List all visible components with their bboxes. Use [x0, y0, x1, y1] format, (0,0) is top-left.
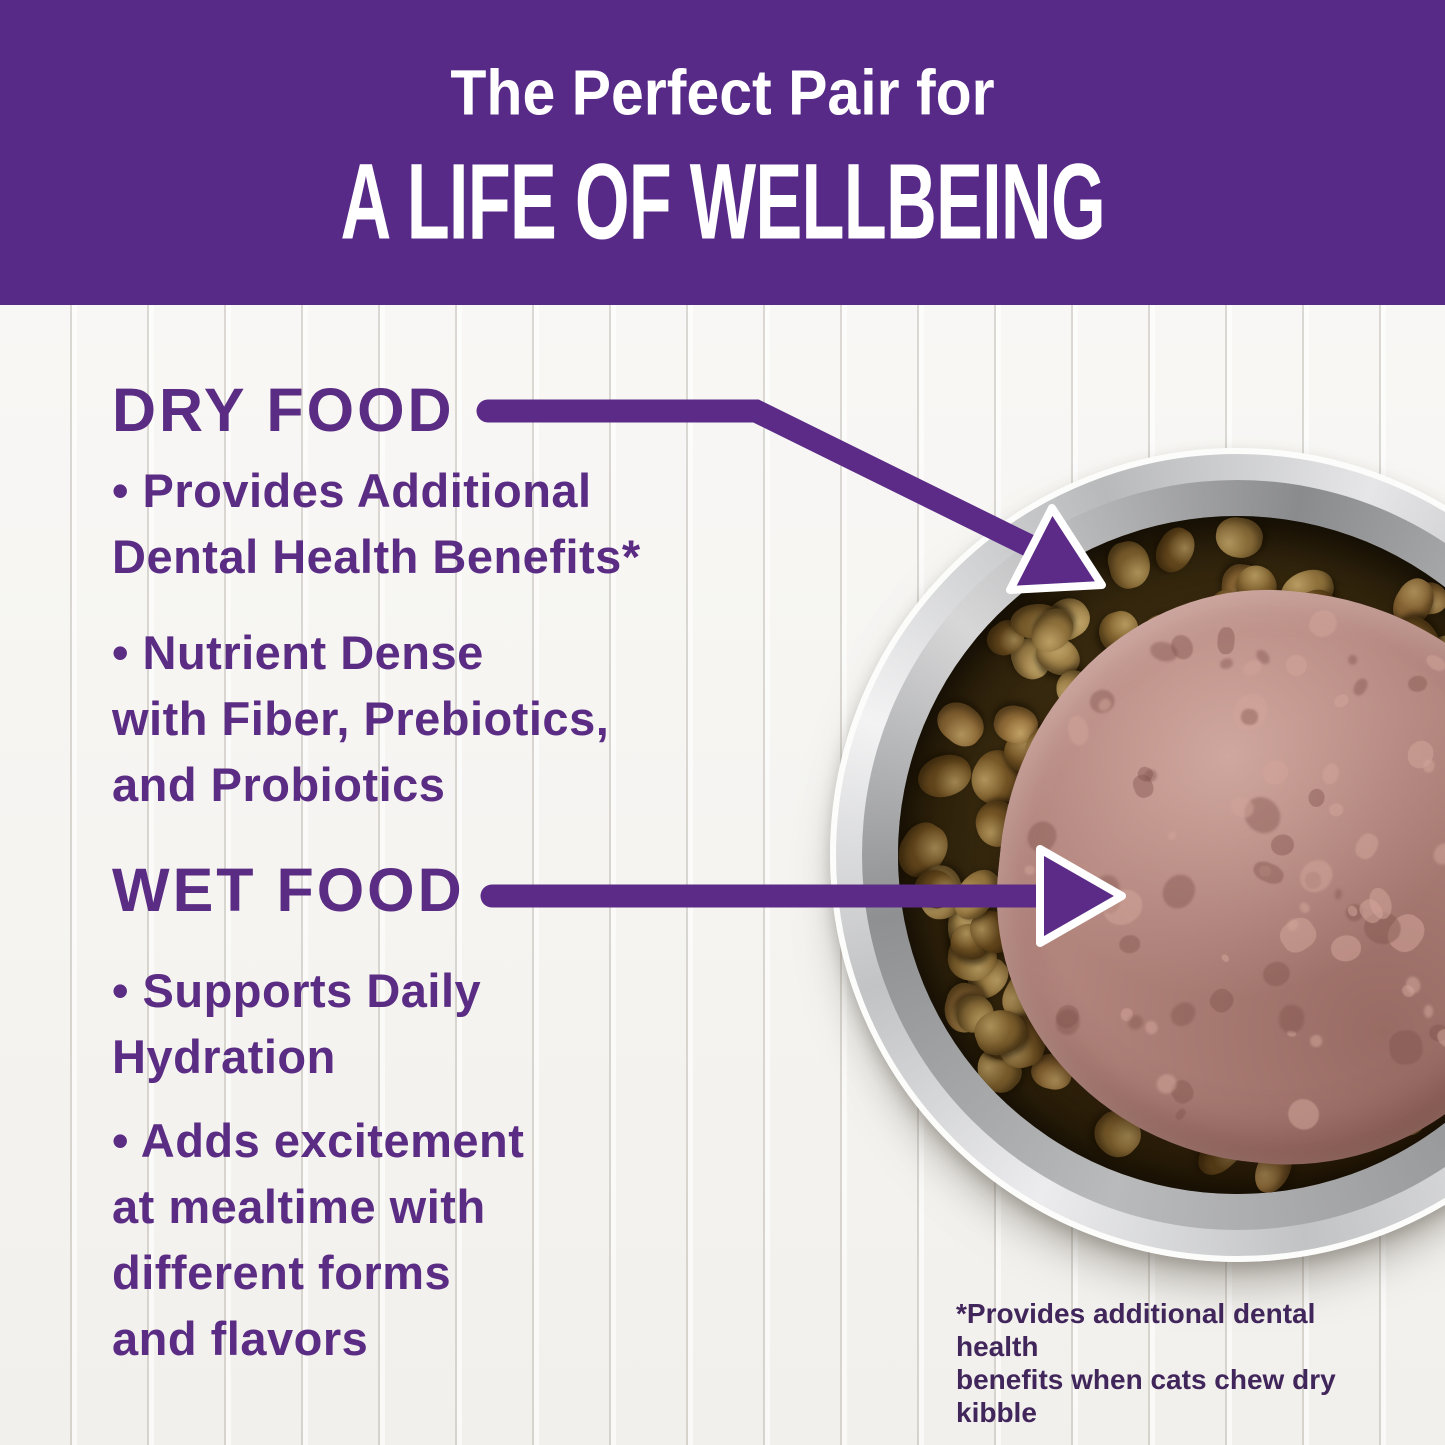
wet-food-bullet-excitement: • Adds excitement at mealtime with diffe…	[112, 1114, 525, 1365]
dry-food-heading: DRY FOOD	[112, 376, 455, 444]
wet-food-texture	[1024, 865, 1035, 876]
wet-food-texture	[1281, 1093, 1325, 1136]
header-banner: The Perfect Pair for A LIFE OF WELLBEING	[0, 0, 1445, 305]
wet-food-texture	[1319, 761, 1341, 787]
wet-food-texture	[1304, 604, 1342, 642]
wet-food-bullet-hydration: • Supports Daily Hydration	[112, 964, 482, 1083]
wet-food-texture	[1332, 692, 1352, 711]
banner-subtitle: The Perfect Pair for	[450, 57, 995, 129]
wet-food-texture	[1155, 868, 1202, 916]
wet-food-texture	[1165, 829, 1178, 842]
wet-food-texture	[1050, 1000, 1084, 1034]
wet-food-texture	[1143, 1019, 1159, 1036]
wet-food-texture	[1329, 934, 1363, 964]
wet-food-texture	[1351, 829, 1383, 863]
wet-food-texture	[1430, 838, 1445, 868]
wet-food-heading: WET FOOD	[112, 856, 465, 924]
kibble-piece	[929, 693, 992, 754]
wet-food-texture	[1250, 858, 1287, 888]
wet-food-texture	[1205, 984, 1238, 1017]
wet-food-texture	[1407, 674, 1429, 693]
food-bowl-photo	[830, 448, 1445, 1262]
dry-food-bullet-dental: • Provides Additional Dental Health Bene…	[112, 464, 641, 583]
wet-food-texture	[1117, 933, 1142, 954]
wet-food-texture	[1350, 676, 1371, 698]
wet-food-texture	[1387, 1028, 1425, 1066]
wet-food-texture	[1259, 957, 1293, 989]
wet-food-texture	[1297, 900, 1312, 915]
wet-food-texture	[1166, 997, 1201, 1032]
wet-food-texture	[1307, 788, 1326, 809]
banner-title: A LIFE OF WELLBEING	[340, 141, 1105, 262]
dry-food-bullet-nutrient: • Nutrient Dense with Fiber, Prebiotics,…	[112, 626, 610, 811]
kibble-piece	[1212, 516, 1266, 561]
wet-food-texture	[1220, 953, 1231, 964]
wet-food-texture	[1308, 1032, 1324, 1049]
wet-food-texture	[1423, 1004, 1434, 1018]
kibble-piece	[1103, 537, 1155, 593]
wet-food-texture	[1218, 656, 1235, 671]
wet-food-texture	[1277, 1003, 1306, 1035]
wet-food-texture	[1022, 816, 1062, 857]
wet-food-texture	[1333, 888, 1343, 901]
wet-food-texture	[1065, 713, 1091, 747]
wet-food-texture	[1329, 803, 1344, 817]
wet-food-texture	[1275, 913, 1322, 958]
wet-food-texture	[1293, 853, 1339, 899]
wet-food-texture	[1174, 1107, 1188, 1122]
kibble-piece	[913, 749, 977, 803]
footnote: *Provides additional dental health benef…	[956, 1298, 1336, 1428]
wet-food-texture	[1423, 651, 1445, 675]
wet-food-texture	[1269, 832, 1297, 857]
wet-food-texture	[1262, 759, 1289, 786]
wet-food-texture	[1283, 652, 1309, 678]
wet-food-texture	[1347, 654, 1358, 665]
wet-food-texture	[1216, 626, 1235, 655]
kibble-piece	[1148, 521, 1202, 579]
